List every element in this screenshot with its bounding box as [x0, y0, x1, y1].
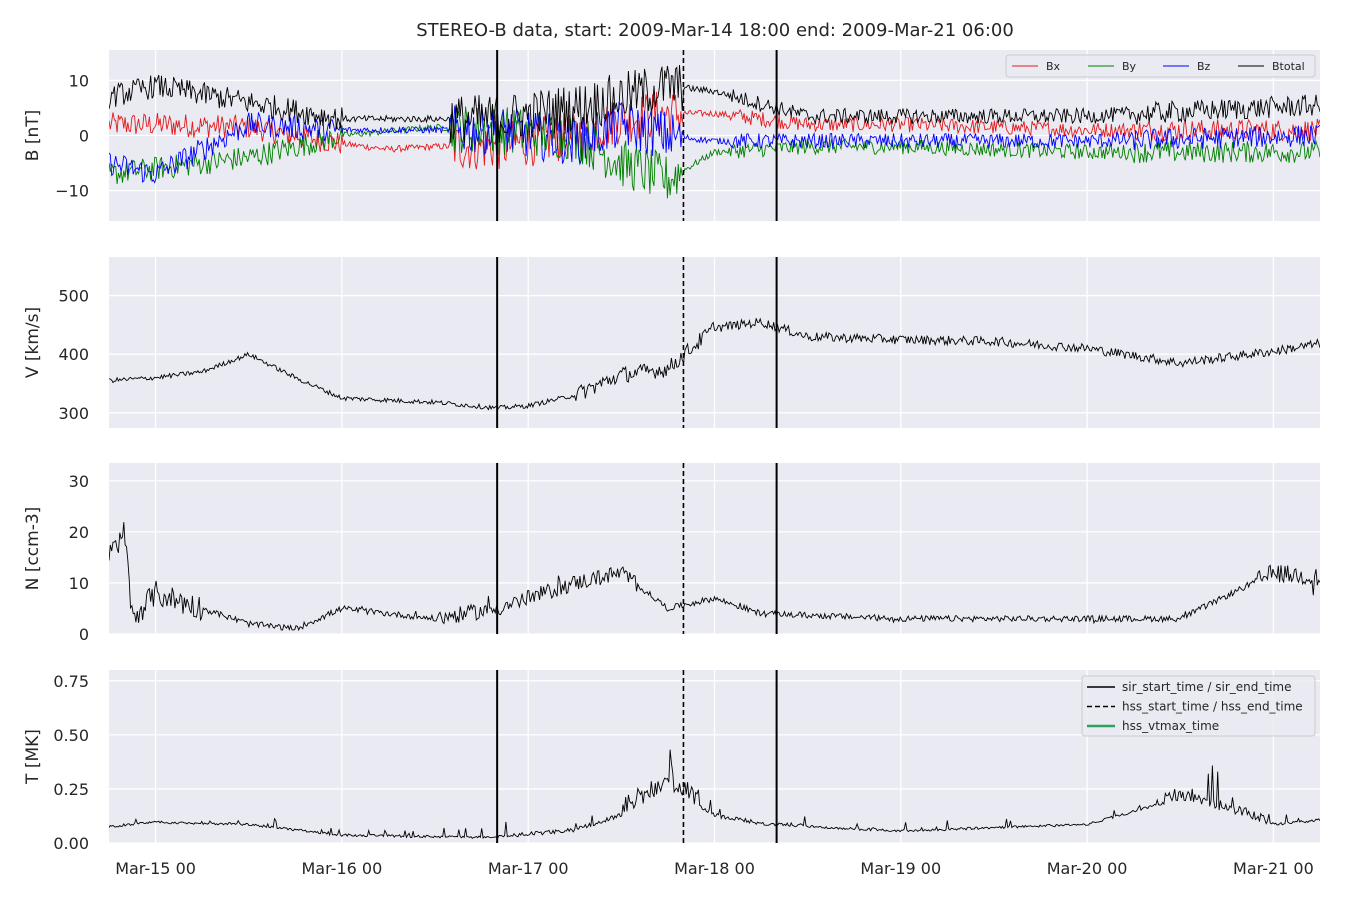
x-tick-label: Mar-21 00	[1233, 859, 1314, 878]
legend-label: Bz	[1197, 60, 1211, 73]
y-tick-label: 0.00	[53, 834, 89, 853]
series-line-by	[109, 106, 1320, 199]
y-axis-label: V [km/s]	[23, 307, 43, 378]
x-tick-label: Mar-16 00	[302, 859, 383, 878]
x-tick-label: Mar-19 00	[860, 859, 941, 878]
y-tick-label: 400	[58, 345, 89, 364]
chart-title: STEREO-B data, start: 2009-Mar-14 18:00 …	[416, 20, 1014, 41]
y-axis-label: T [MK]	[23, 729, 43, 785]
x-tick-label: Mar-20 00	[1047, 859, 1128, 878]
y-tick-label: 0	[79, 127, 89, 146]
x-tick-label: Mar-18 00	[674, 859, 755, 878]
y-tick-label: −10	[55, 182, 89, 201]
legend-label: hss_vtmax_time	[1122, 719, 1219, 733]
y-tick-label: 20	[69, 523, 89, 542]
y-tick-label: 10	[69, 574, 89, 593]
series-line	[109, 749, 1320, 839]
legend-label: hss_start_time / hss_end_time	[1122, 700, 1303, 714]
legend-events: sir_start_time / sir_end_time hss_start_t…	[1081, 675, 1316, 737]
y-tick-label: 300	[58, 404, 89, 423]
panel-1: −10 0 10 B [nT] Bx By Bz Btotal	[23, 50, 1320, 221]
y-tick-label: 10	[69, 71, 89, 90]
legend-b: Bx By Bz Btotal	[1005, 54, 1316, 78]
y-tick-label: 500	[58, 287, 89, 306]
legend-frame	[1005, 54, 1316, 78]
legend-frame	[1081, 675, 1316, 737]
y-axis-label: B [nT]	[23, 110, 43, 162]
panel-2: 300 400 500 V [km/s]	[23, 257, 1320, 428]
series-line	[109, 522, 1320, 632]
series-line	[109, 317, 1320, 411]
y-axis-label: N [ccm-3]	[23, 507, 43, 591]
y-tick-label: 0.50	[53, 726, 89, 745]
legend-label: sir_start_time / sir_end_time	[1122, 680, 1292, 694]
legend-label: Btotal	[1272, 60, 1305, 73]
legend-label: Bx	[1046, 60, 1061, 73]
y-tick-label: 0.25	[53, 780, 89, 799]
panel-4: 0.00 0.25 0.50 0.75 T [MK] sir_start_time / s…	[23, 670, 1320, 853]
series-line-bx	[109, 91, 1320, 170]
panel-3: 0 10 20 30 N [ccm-3]	[23, 463, 1320, 644]
series-line-bz	[109, 101, 1320, 184]
legend-label: By	[1122, 60, 1137, 73]
y-tick-label: 30	[69, 472, 89, 491]
x-tick-label: Mar-15 00	[115, 859, 196, 878]
x-tick-label: Mar-17 00	[488, 859, 569, 878]
y-tick-label: 0.75	[53, 672, 89, 691]
y-tick-label: 0	[79, 625, 89, 644]
series-line-btotal	[109, 64, 1320, 144]
